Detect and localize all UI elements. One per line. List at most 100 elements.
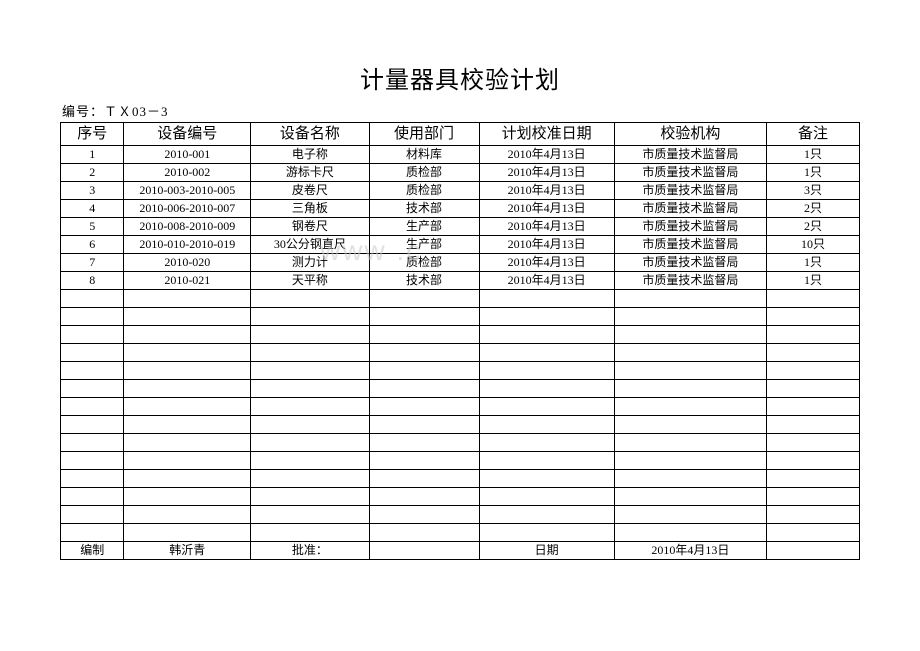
cell-empty [369, 434, 479, 452]
cell-empty [614, 452, 766, 470]
cell-empty [369, 308, 479, 326]
header-dept: 使用部门 [369, 123, 479, 146]
table-row: 82010-021天平称技术部2010年4月13日市质量技术监督局1只 [61, 272, 860, 290]
cell-empty [479, 524, 614, 542]
header-name: 设备名称 [251, 123, 369, 146]
cell-empty [124, 416, 251, 434]
cell-date: 2010年4月13日 [479, 146, 614, 164]
cell-empty [766, 308, 859, 326]
cell-empty [124, 470, 251, 488]
table-row: 42010-006-2010-007三角板技术部2010年4月13日市质量技术监… [61, 200, 860, 218]
cell-dept: 质检部 [369, 164, 479, 182]
cell-dept: 材料库 [369, 146, 479, 164]
cell-empty [61, 290, 124, 308]
cell-date: 2010年4月13日 [479, 236, 614, 254]
doc-number: 编号：ＴＸ03－3 [60, 101, 860, 120]
cell-date: 2010年4月13日 [479, 182, 614, 200]
cell-empty [369, 452, 479, 470]
cell-empty [479, 398, 614, 416]
cell-empty [479, 344, 614, 362]
cell-empty [369, 416, 479, 434]
cell-empty [124, 308, 251, 326]
cell-remark: 3只 [766, 182, 859, 200]
cell-empty [251, 398, 369, 416]
cell-empty [124, 362, 251, 380]
cell-empty [369, 290, 479, 308]
cell-empty [614, 362, 766, 380]
cell-empty [251, 308, 369, 326]
cell-remark: 2只 [766, 218, 859, 236]
table-row: 72010-020测力计质检部2010年4月13日市质量技术监督局1只 [61, 254, 860, 272]
cell-name: 测力计 [251, 254, 369, 272]
cell-name: 30公分钢直尺 [251, 236, 369, 254]
table-row-empty [61, 416, 860, 434]
table-row: 22010-002游标卡尺质检部2010年4月13日市质量技术监督局1只 [61, 164, 860, 182]
cell-empty [61, 470, 124, 488]
table-row: 62010-010-2010-01930公分钢直尺生产部2010年4月13日市质… [61, 236, 860, 254]
cell-empty [614, 380, 766, 398]
table-row: 52010-008-2010-009钢卷尺生产部2010年4月13日市质量技术监… [61, 218, 860, 236]
cell-empty [614, 470, 766, 488]
cell-eqno: 2010-001 [124, 146, 251, 164]
table-row-empty [61, 362, 860, 380]
cell-empty [766, 434, 859, 452]
cell-empty [251, 380, 369, 398]
date-value: 2010年4月13日 [614, 542, 766, 560]
cell-empty [614, 524, 766, 542]
cell-empty [251, 434, 369, 452]
cell-empty [479, 434, 614, 452]
table-row-empty [61, 434, 860, 452]
cell-name: 游标卡尺 [251, 164, 369, 182]
cell-empty [124, 398, 251, 416]
footer-empty [369, 542, 479, 560]
cell-seq: 8 [61, 272, 124, 290]
cell-name: 钢卷尺 [251, 218, 369, 236]
cell-empty [614, 344, 766, 362]
table-row-empty [61, 488, 860, 506]
table-row-empty [61, 524, 860, 542]
cell-eqno: 2010-020 [124, 254, 251, 272]
cell-dept: 质检部 [369, 254, 479, 272]
footer-empty2 [766, 542, 859, 560]
cell-eqno: 2010-021 [124, 272, 251, 290]
cell-remark: 1只 [766, 272, 859, 290]
header-org: 校验机构 [614, 123, 766, 146]
cell-name: 皮卷尺 [251, 182, 369, 200]
cell-empty [369, 488, 479, 506]
cell-empty [124, 434, 251, 452]
header-eqno: 设备编号 [124, 123, 251, 146]
cell-org: 市质量技术监督局 [614, 200, 766, 218]
cell-empty [479, 326, 614, 344]
cell-remark: 1只 [766, 254, 859, 272]
cell-empty [124, 506, 251, 524]
header-remark: 备注 [766, 123, 859, 146]
cell-empty [369, 524, 479, 542]
header-seq: 序号 [61, 123, 124, 146]
cell-empty [124, 344, 251, 362]
cell-empty [369, 470, 479, 488]
cell-empty [369, 398, 479, 416]
cell-date: 2010年4月13日 [479, 218, 614, 236]
cell-name: 三角板 [251, 200, 369, 218]
calibration-table: 序号 设备编号 设备名称 使用部门 计划校准日期 校验机构 备注 12010-0… [60, 122, 860, 560]
cell-empty [61, 452, 124, 470]
header-date: 计划校准日期 [479, 123, 614, 146]
cell-empty [124, 290, 251, 308]
table-row-empty [61, 470, 860, 488]
cell-empty [614, 416, 766, 434]
cell-empty [479, 380, 614, 398]
cell-empty [61, 488, 124, 506]
cell-name: 天平称 [251, 272, 369, 290]
cell-empty [369, 344, 479, 362]
cell-empty [479, 470, 614, 488]
cell-seq: 1 [61, 146, 124, 164]
cell-empty [61, 506, 124, 524]
cell-eqno: 2010-010-2010-019 [124, 236, 251, 254]
cell-empty [61, 416, 124, 434]
cell-date: 2010年4月13日 [479, 164, 614, 182]
table-row: 32010-003-2010-005皮卷尺质检部2010年4月13日市质量技术监… [61, 182, 860, 200]
cell-empty [614, 506, 766, 524]
footer-row: 编制 韩沂青 批准： 日期 2010年4月13日 [61, 542, 860, 560]
table-row-empty [61, 308, 860, 326]
cell-empty [479, 362, 614, 380]
